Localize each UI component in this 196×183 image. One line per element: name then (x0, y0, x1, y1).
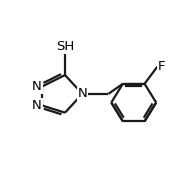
Text: F: F (158, 60, 165, 73)
Text: N: N (32, 99, 42, 112)
Text: N: N (77, 87, 87, 100)
Text: SH: SH (56, 40, 74, 53)
Text: N: N (32, 80, 42, 93)
